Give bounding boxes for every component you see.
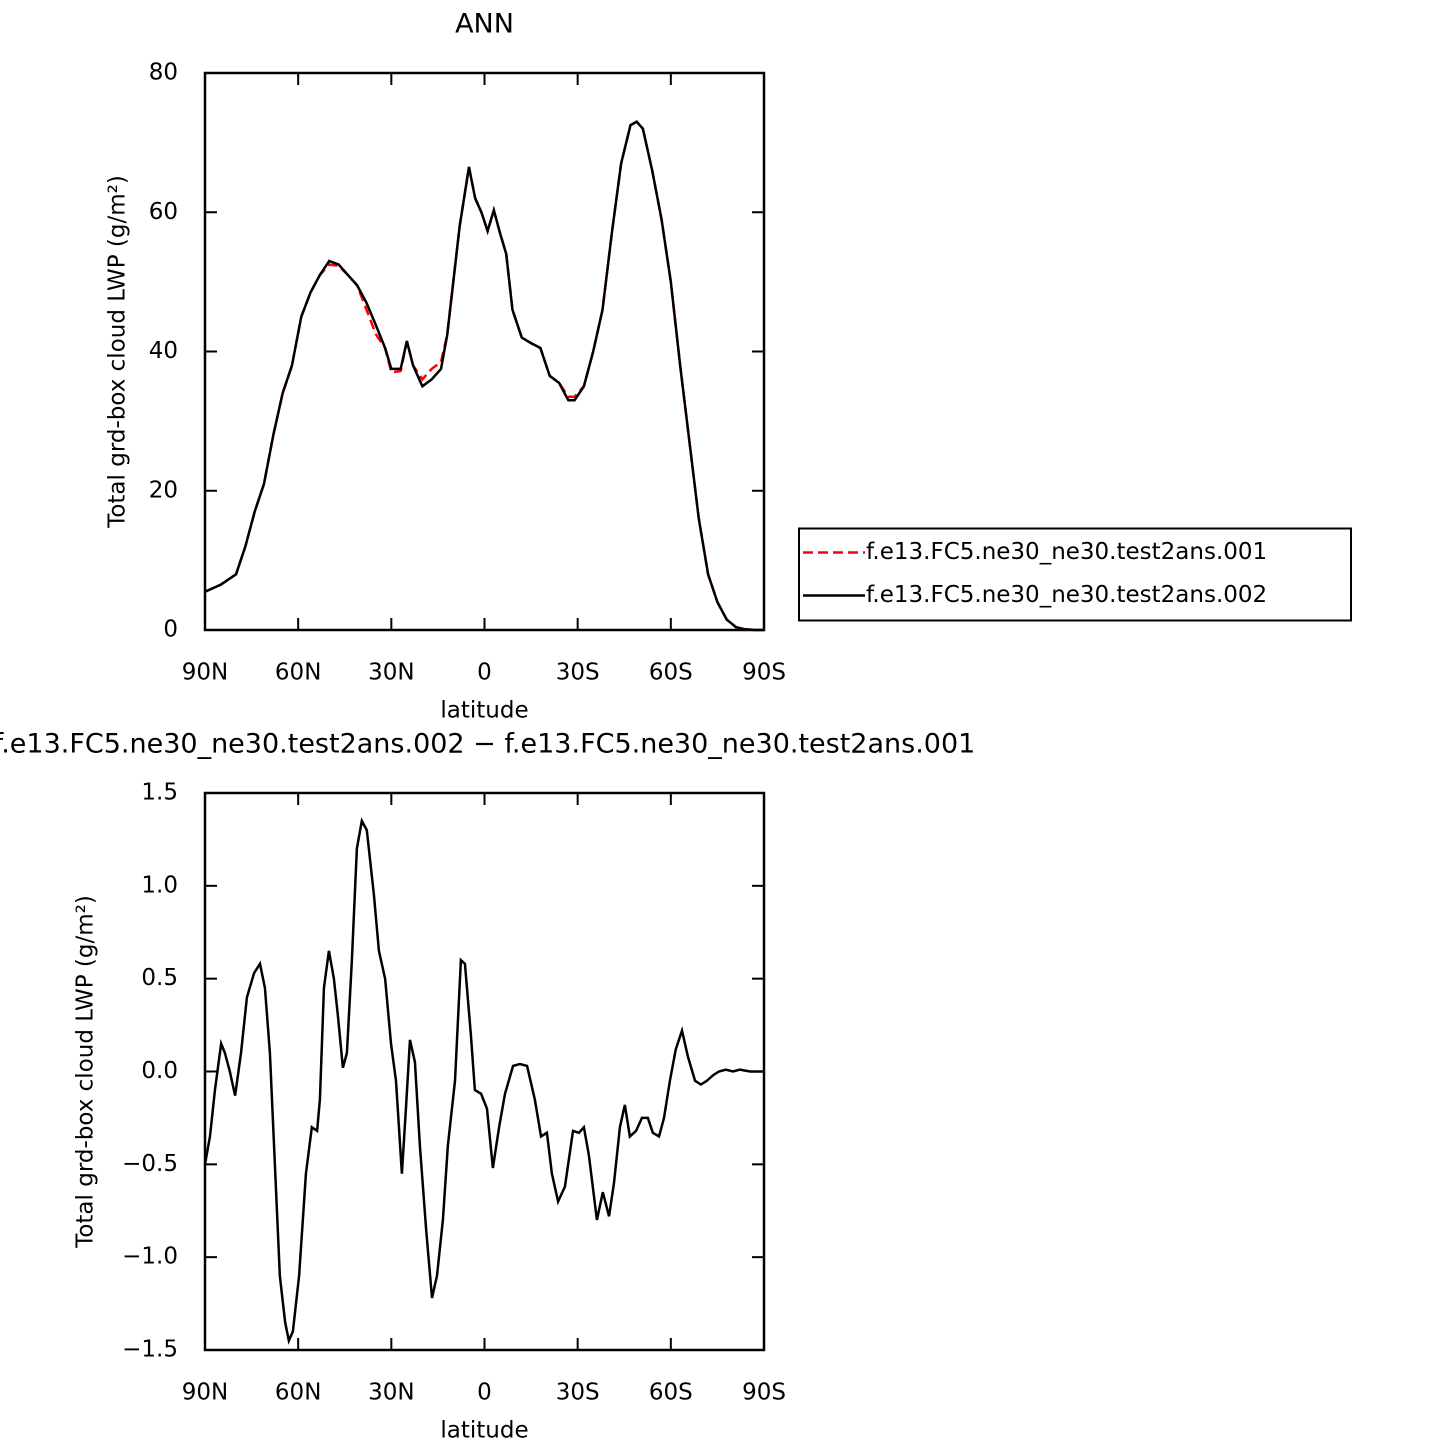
x-tick-label: 30N	[368, 660, 414, 686]
y-tick-label: −1.5	[122, 1337, 178, 1363]
y-tick-label: 0.5	[141, 965, 178, 991]
x-tick-label: 90S	[742, 1380, 786, 1406]
y-tick-label: 20	[149, 477, 178, 503]
chart-title: ANN	[455, 9, 514, 40]
y-axis-label: Total grd-box cloud LWP (g/m²)	[105, 175, 131, 529]
x-tick-label: 90N	[182, 1380, 228, 1406]
x-axis-label: latitude	[440, 1418, 528, 1444]
data-line	[203, 817, 764, 1345]
x-tick-label: 30S	[556, 1380, 600, 1406]
y-tick-label: 40	[149, 338, 178, 364]
chart-title: f.e13.FC5.ne30_ne30.test2ans.002 − f.e13…	[0, 729, 975, 760]
y-tick-label: 60	[149, 199, 178, 225]
x-tick-label: 60N	[275, 1380, 321, 1406]
x-tick-label: 30S	[556, 660, 600, 686]
x-tick-label: 60S	[649, 1380, 693, 1406]
plot-frame	[203, 71, 766, 632]
x-tick-label: 90N	[182, 660, 228, 686]
y-tick-label: 0	[163, 617, 178, 643]
y-tick-label: 1.5	[141, 780, 178, 806]
x-axis-label: latitude	[440, 698, 528, 724]
x-tick-label: 90S	[742, 660, 786, 686]
x-tick-label: 30N	[368, 1380, 414, 1406]
x-tick-label: 0	[477, 1380, 492, 1406]
legend-label: f.e13.FC5.ne30_ne30.test2ans.002	[866, 582, 1267, 608]
data-line	[204, 120, 764, 632]
y-tick-label: 80	[149, 60, 178, 86]
x-tick-label: 60N	[275, 660, 321, 686]
legend-label: f.e13.FC5.ne30_ne30.test2ans.001	[866, 539, 1267, 565]
y-axis-label: Total grd-box cloud LWP (g/m²)	[73, 895, 99, 1249]
x-tick-label: 0	[477, 660, 492, 686]
y-tick-label: −0.5	[122, 1151, 178, 1177]
y-tick-label: 0.0	[141, 1058, 178, 1084]
y-tick-label: 1.0	[141, 872, 178, 898]
y-tick-label: −1.0	[122, 1244, 178, 1270]
plot-frame	[203, 791, 766, 1352]
x-tick-label: 60S	[649, 660, 693, 686]
legend-box	[798, 527, 1352, 622]
